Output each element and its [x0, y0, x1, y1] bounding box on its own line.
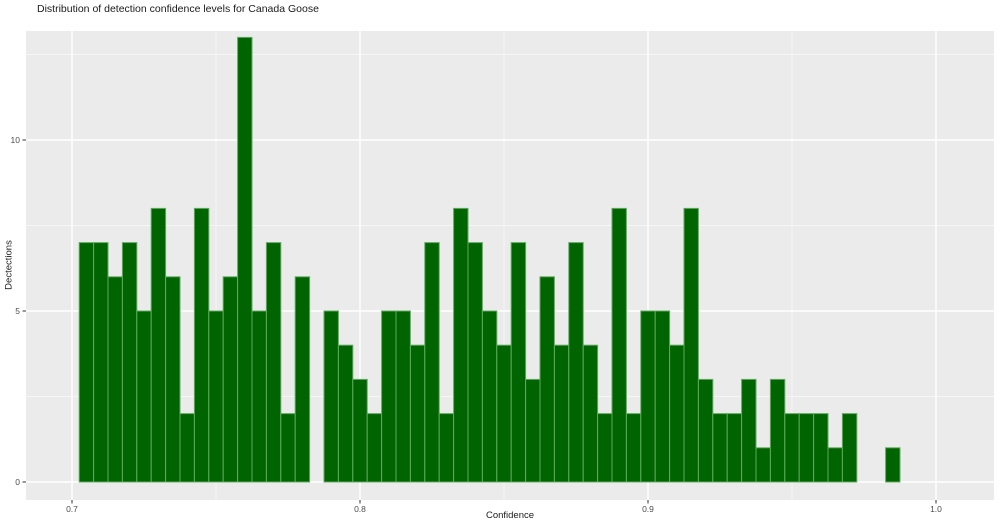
- histogram-bar: [568, 242, 584, 483]
- histogram-bar: [193, 207, 210, 483]
- histogram-bar: [885, 447, 901, 483]
- histogram-bar: [697, 378, 714, 483]
- histogram-bar: [597, 413, 613, 483]
- histogram-bar: [395, 310, 411, 483]
- histogram-bar: [640, 310, 656, 483]
- x-tick-label: 1.0: [930, 504, 942, 514]
- histogram-bar: [107, 276, 123, 483]
- histogram-bar: [798, 413, 815, 483]
- histogram-bar: [237, 36, 253, 483]
- histogram-bar: [481, 310, 498, 483]
- histogram-bar: [553, 344, 570, 483]
- histogram-bar: [726, 413, 743, 483]
- histogram-bar: [179, 413, 195, 483]
- histogram-bar: [424, 242, 440, 483]
- histogram-bar: [525, 378, 541, 483]
- histogram-bar: [280, 413, 296, 483]
- histogram-bar: [294, 276, 311, 483]
- x-axis-title: Confidence: [485, 510, 535, 521]
- histogram-bar: [510, 242, 527, 483]
- histogram-bar: [438, 413, 455, 483]
- histogram-bar: [93, 242, 109, 483]
- histogram-bar: [625, 413, 642, 483]
- histogram-bar: [366, 413, 383, 483]
- histogram-bar: [381, 310, 397, 483]
- histogram-bar: [813, 413, 829, 483]
- histogram-bar: [611, 207, 627, 483]
- histogram-bar: [841, 413, 858, 483]
- histogram-bar: [352, 378, 368, 483]
- histogram-bar: [467, 242, 483, 483]
- x-tick-label: 0.8: [354, 504, 366, 514]
- x-tick-label: 0.7: [66, 504, 78, 514]
- histogram-bar: [337, 344, 354, 483]
- histogram-bar: [208, 310, 224, 483]
- histogram-bar: [539, 276, 555, 483]
- histogram-bar: [784, 413, 800, 483]
- y-tick-label: 0: [15, 477, 20, 487]
- histogram-bar: [741, 378, 757, 483]
- histogram-bar: [265, 242, 282, 483]
- histogram-bar: [582, 344, 599, 483]
- chart-title: Distribution of detection confidence lev…: [37, 3, 319, 15]
- histogram-bar: [136, 310, 152, 483]
- y-tick-label: 10: [11, 135, 21, 145]
- histogram-bar: [453, 207, 469, 483]
- y-axis-title: Dectections: [3, 240, 15, 290]
- y-tick-label: 5: [15, 306, 20, 316]
- histogram-bar: [409, 344, 426, 483]
- histogram-bar: [827, 447, 843, 483]
- histogram-bar: [683, 207, 699, 483]
- histogram-bar: [222, 276, 239, 483]
- histogram-bar: [150, 207, 167, 483]
- histogram-bar: [251, 310, 267, 483]
- histogram-bar: [121, 242, 138, 483]
- histogram-bar: [669, 344, 685, 483]
- histogram-bar: [496, 344, 512, 483]
- histogram-bar: [323, 310, 339, 483]
- histogram-bar: [165, 276, 181, 483]
- histogram-bar: [654, 310, 671, 483]
- histogram-bar: [769, 378, 786, 483]
- histogram-bar: [712, 413, 728, 483]
- x-tick-label: 0.9: [642, 504, 654, 514]
- histogram-bar: [78, 242, 95, 483]
- histogram-bar: [755, 447, 771, 483]
